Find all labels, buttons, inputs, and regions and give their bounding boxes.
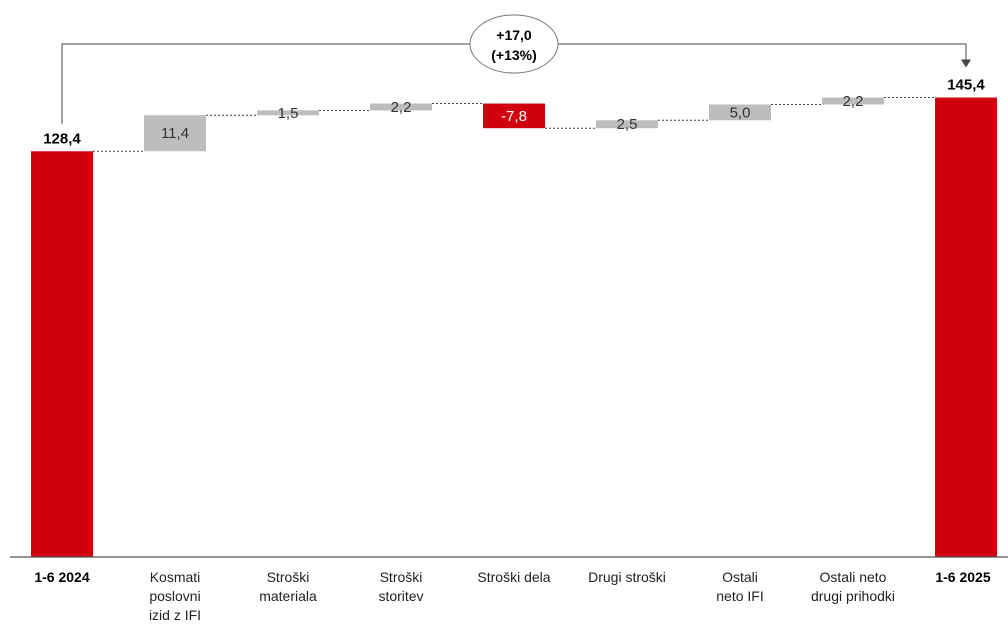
category-label-3: Stroški storitev: [378, 569, 424, 604]
data-label-8: 145,4: [947, 77, 985, 94]
bar-5: [596, 120, 658, 129]
data-label-5: 2,5: [617, 116, 638, 133]
data-label-3: 2,2: [391, 99, 412, 116]
data-label-1: 11,4: [161, 125, 189, 142]
bar-7: [822, 97, 884, 105]
data-label-4: -7,8: [501, 108, 527, 125]
data-label-0: 128,4: [43, 130, 81, 147]
category-label-6: Ostali neto IFI: [716, 569, 764, 604]
data-label-7: 2,2: [843, 93, 864, 110]
category-label-8: 1-6 2025: [935, 569, 991, 585]
difference-percent: (+13%): [491, 47, 537, 63]
difference-value: +17,0: [496, 27, 532, 43]
category-label-1: Kosmati poslovni izid z IFI: [148, 569, 202, 623]
difference-arrowhead: [961, 59, 971, 68]
category-label-5: Drugi stroški: [588, 569, 666, 585]
data-label-6: 5,0: [730, 104, 751, 121]
category-label-7: Ostali neto drugi prihodki: [810, 569, 896, 604]
difference-bubble: [469, 14, 559, 74]
category-label-2: Stroški materiala: [259, 569, 317, 604]
bar-6: [709, 104, 771, 121]
bar-1: [144, 115, 206, 152]
category-label-4: Stroški dela: [477, 569, 551, 585]
category-label-0: 1-6 2024: [34, 569, 90, 585]
bar-0: [31, 151, 93, 558]
bar-8: [935, 97, 997, 557]
bar-2: [257, 110, 319, 116]
data-label-2: 1,5: [278, 105, 299, 122]
bar-4: [483, 103, 545, 129]
bar-3: [370, 103, 432, 111]
